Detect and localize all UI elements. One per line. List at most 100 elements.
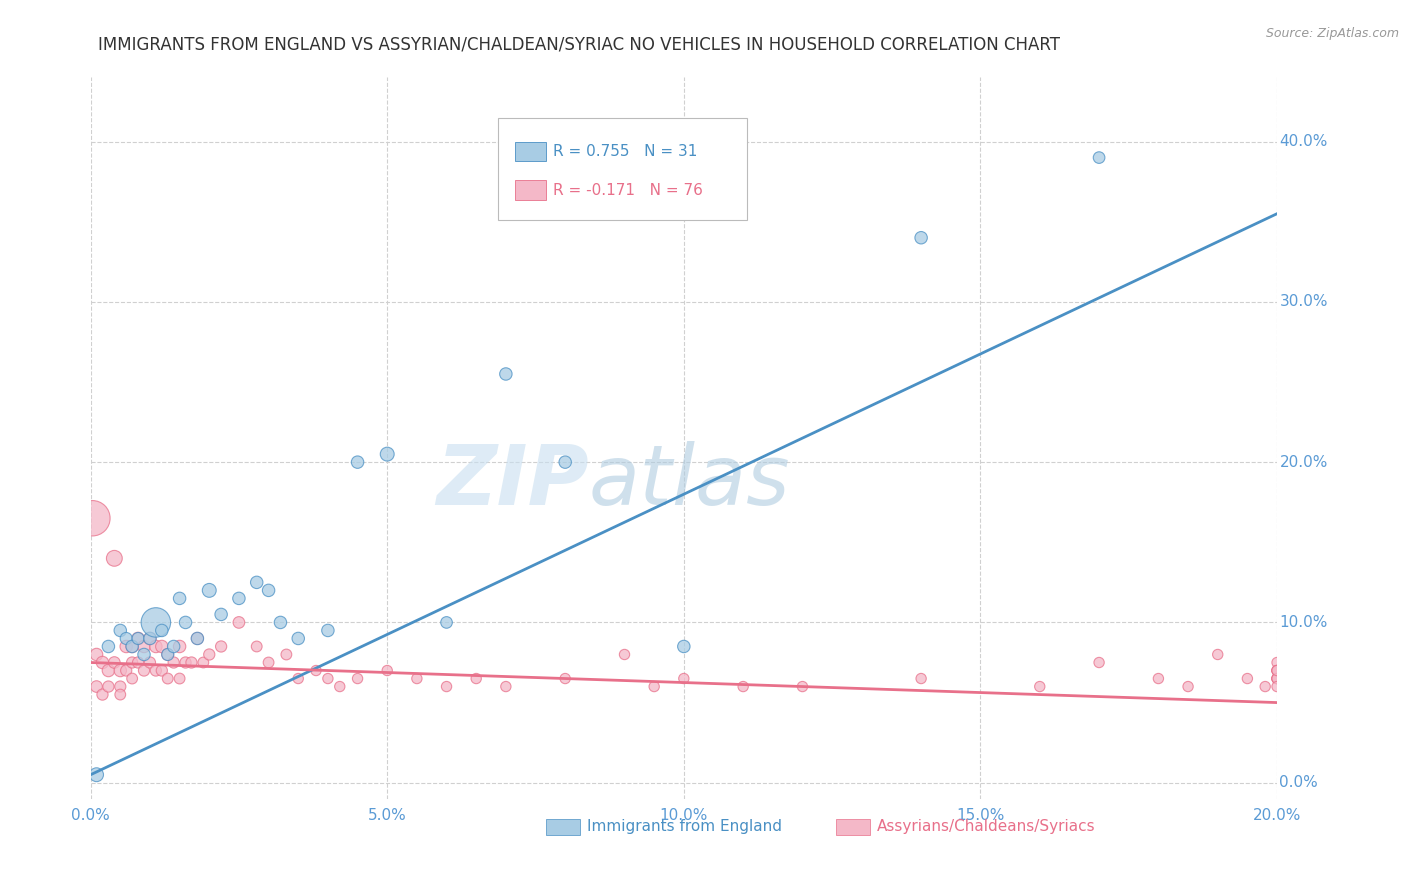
- Point: [375, 447, 398, 461]
- Point: [1265, 656, 1288, 670]
- Point: [97, 680, 120, 694]
- Text: atlas: atlas: [589, 441, 790, 522]
- Text: 30.0%: 30.0%: [1279, 294, 1327, 310]
- Point: [121, 640, 143, 654]
- Point: [127, 656, 149, 670]
- Point: [139, 656, 162, 670]
- Point: [156, 648, 179, 662]
- Text: 0.0%: 0.0%: [1279, 775, 1319, 790]
- Point: [613, 648, 636, 662]
- Point: [97, 664, 120, 678]
- Point: [269, 615, 291, 630]
- Point: [329, 680, 352, 694]
- Text: Source: ZipAtlas.com: Source: ZipAtlas.com: [1265, 27, 1399, 40]
- Text: 40.0%: 40.0%: [1279, 134, 1327, 149]
- Point: [672, 672, 695, 686]
- Point: [145, 664, 167, 678]
- Point: [1147, 672, 1170, 686]
- Point: [1265, 672, 1288, 686]
- Point: [436, 615, 458, 630]
- Point: [121, 640, 143, 654]
- Point: [1029, 680, 1052, 694]
- Point: [436, 680, 458, 694]
- Point: [169, 591, 191, 606]
- Point: [257, 583, 280, 598]
- Point: [115, 664, 138, 678]
- Point: [228, 615, 250, 630]
- Point: [121, 656, 143, 670]
- Point: [163, 656, 186, 670]
- Point: [287, 632, 309, 646]
- Point: [86, 680, 108, 694]
- Point: [110, 688, 132, 702]
- Point: [91, 656, 114, 670]
- Point: [1177, 680, 1199, 694]
- Point: [156, 648, 179, 662]
- Point: [82, 511, 104, 525]
- Point: [103, 656, 125, 670]
- Point: [169, 672, 191, 686]
- Text: Assyrians/Chaldeans/Syriacs: Assyrians/Chaldeans/Syriacs: [877, 820, 1095, 834]
- Point: [276, 648, 298, 662]
- Point: [246, 575, 269, 590]
- Point: [150, 664, 173, 678]
- Point: [406, 672, 429, 686]
- Point: [1265, 664, 1288, 678]
- Point: [145, 615, 167, 630]
- Point: [209, 607, 232, 622]
- Point: [127, 632, 149, 646]
- Point: [910, 672, 932, 686]
- Text: 20.0%: 20.0%: [1279, 455, 1327, 470]
- Point: [910, 231, 932, 245]
- Point: [186, 632, 208, 646]
- Point: [346, 672, 368, 686]
- Point: [554, 455, 576, 469]
- Point: [305, 664, 328, 678]
- Text: R = -0.171   N = 76: R = -0.171 N = 76: [554, 183, 703, 197]
- Point: [139, 632, 162, 646]
- Point: [91, 688, 114, 702]
- Point: [228, 591, 250, 606]
- Point: [1265, 664, 1288, 678]
- Point: [132, 664, 155, 678]
- Point: [495, 680, 517, 694]
- Point: [209, 640, 232, 654]
- Point: [733, 680, 755, 694]
- Point: [1265, 672, 1288, 686]
- Point: [316, 624, 339, 638]
- Point: [643, 680, 665, 694]
- Text: Immigrants from England: Immigrants from England: [588, 820, 782, 834]
- Point: [465, 672, 488, 686]
- Point: [1088, 151, 1111, 165]
- Point: [1265, 680, 1288, 694]
- Point: [156, 672, 179, 686]
- Point: [554, 672, 576, 686]
- Text: R = 0.755   N = 31: R = 0.755 N = 31: [554, 144, 697, 159]
- Text: ZIP: ZIP: [436, 441, 589, 522]
- Point: [186, 632, 208, 646]
- Point: [150, 624, 173, 638]
- Point: [132, 640, 155, 654]
- Point: [792, 680, 814, 694]
- Point: [163, 640, 186, 654]
- Point: [1265, 672, 1288, 686]
- Point: [257, 656, 280, 670]
- Point: [180, 656, 202, 670]
- Text: 10.0%: 10.0%: [1279, 615, 1327, 630]
- Point: [375, 664, 398, 678]
- Point: [193, 656, 215, 670]
- Point: [103, 551, 125, 566]
- Point: [198, 648, 221, 662]
- Point: [121, 672, 143, 686]
- Point: [1265, 672, 1288, 686]
- Point: [346, 455, 368, 469]
- Point: [198, 583, 221, 598]
- Point: [115, 632, 138, 646]
- Point: [1236, 672, 1258, 686]
- Point: [316, 672, 339, 686]
- Point: [132, 648, 155, 662]
- Point: [115, 640, 138, 654]
- Point: [145, 640, 167, 654]
- Point: [86, 648, 108, 662]
- Point: [169, 640, 191, 654]
